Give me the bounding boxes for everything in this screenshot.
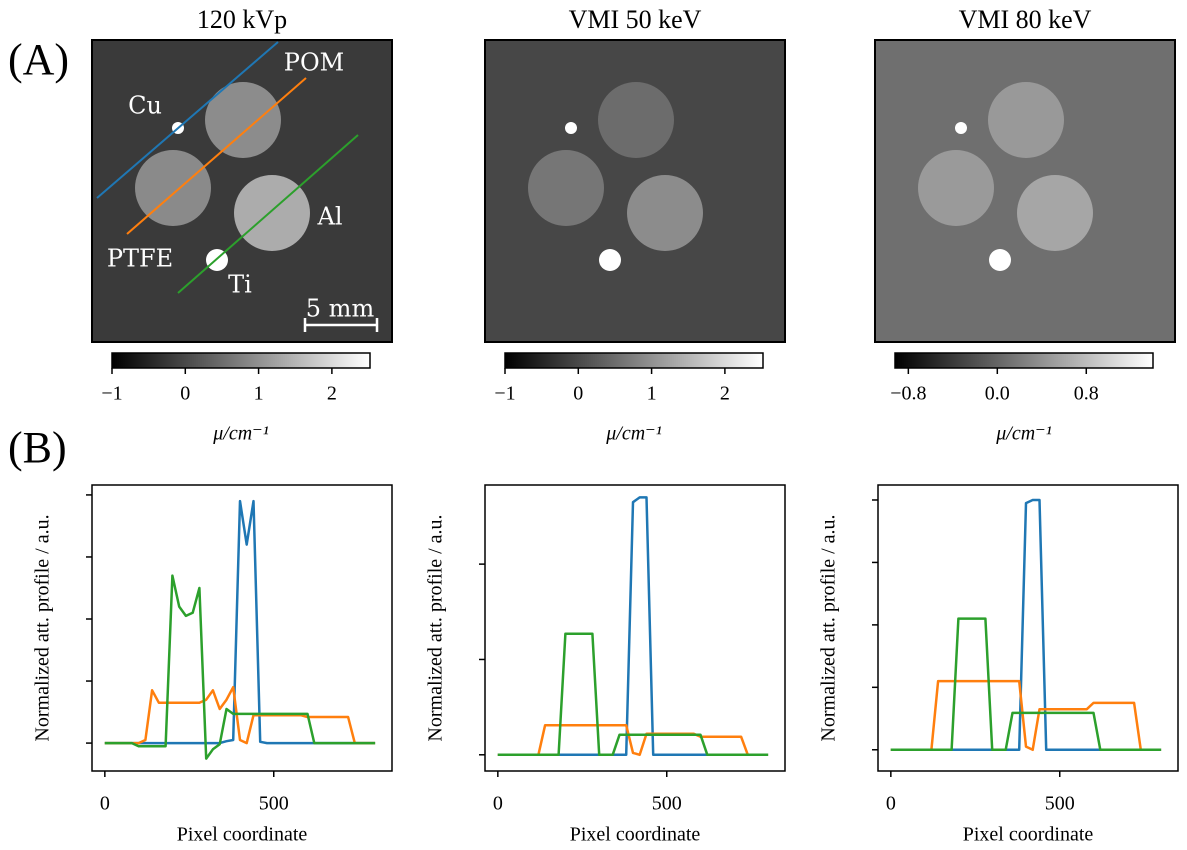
y-axis-label: Normalized att. profile / a.u. — [425, 514, 447, 741]
cu-wire — [955, 122, 967, 134]
x-tick-label: 0 — [493, 793, 503, 815]
plot-frame — [485, 485, 785, 771]
x-tick-label: 500 — [1045, 793, 1075, 815]
panel-label: (A) — [8, 35, 69, 84]
image-title: 120 kVp — [197, 5, 287, 34]
colorbar-tick-label: 1 — [254, 383, 264, 405]
y-axis-label: Normalized att. profile / a.u. — [818, 514, 840, 741]
colorbar-label: μ/cm⁻¹ — [995, 423, 1051, 445]
colorbar — [112, 353, 370, 368]
colorbar-label: μ/cm⁻¹ — [605, 423, 661, 445]
figure: (A) (B) 120 kVp Cu POM PTFE Al Ti 5 mm −1 0 1 2 μ/c… — [0, 0, 1187, 850]
colorbar-tick-label: −1 — [101, 383, 122, 405]
annotation: POM — [284, 49, 344, 77]
pom-rod — [205, 82, 281, 158]
panel-label: (B) — [8, 423, 67, 472]
x-tick-label: 0 — [100, 793, 110, 815]
colorbar — [505, 353, 763, 368]
pom-rod — [988, 82, 1064, 158]
colorbar-tick-label: 0.8 — [1074, 383, 1099, 405]
colorbar-tick-label: 2 — [720, 383, 730, 405]
colorbar-tick-label: 2 — [327, 383, 337, 405]
plot-frame — [878, 485, 1178, 771]
cu-wire — [565, 122, 577, 134]
annotation: PTFE — [107, 245, 173, 273]
plot-frame — [92, 485, 392, 771]
profile-curve — [498, 497, 768, 754]
pom-rod — [598, 82, 674, 158]
colorbar-tick-label: 0 — [573, 383, 583, 405]
annotation: Al — [316, 203, 342, 231]
x-axis-label: Pixel coordinate — [963, 824, 1094, 846]
image-title: VMI 80 keV — [959, 5, 1092, 34]
x-tick-label: 500 — [259, 793, 289, 815]
profile-curve — [105, 501, 375, 743]
colorbar-tick-label: 0 — [180, 383, 190, 405]
profile-curve — [498, 725, 768, 755]
colorbar-label: μ/cm⁻¹ — [212, 423, 268, 445]
colorbar-tick-label: 0.0 — [985, 383, 1010, 405]
x-axis-label: Pixel coordinate — [570, 824, 701, 846]
ti-wire — [989, 249, 1011, 271]
colorbar-tick-label: −0.8 — [890, 383, 926, 405]
al-rod — [627, 175, 703, 251]
profile-curve — [891, 619, 1161, 750]
annotation: 5 mm — [306, 295, 375, 323]
annotation: Cu — [128, 92, 162, 120]
ptfe-rod — [918, 150, 994, 226]
colorbar-tick-label: 1 — [647, 383, 657, 405]
x-axis-label: Pixel coordinate — [177, 824, 308, 846]
x-tick-label: 500 — [652, 793, 682, 815]
profile-curve — [891, 681, 1161, 750]
y-axis-label: Normalized att. profile / a.u. — [32, 514, 54, 741]
annotation: Ti — [228, 271, 252, 299]
ti-wire — [599, 249, 621, 271]
colorbar — [895, 353, 1153, 368]
ptfe-rod — [135, 150, 211, 226]
al-rod — [1017, 175, 1093, 251]
x-tick-label: 0 — [886, 793, 896, 815]
ptfe-rod — [528, 150, 604, 226]
colorbar-tick-label: −1 — [494, 383, 515, 405]
image-title: VMI 50 keV — [569, 5, 702, 34]
